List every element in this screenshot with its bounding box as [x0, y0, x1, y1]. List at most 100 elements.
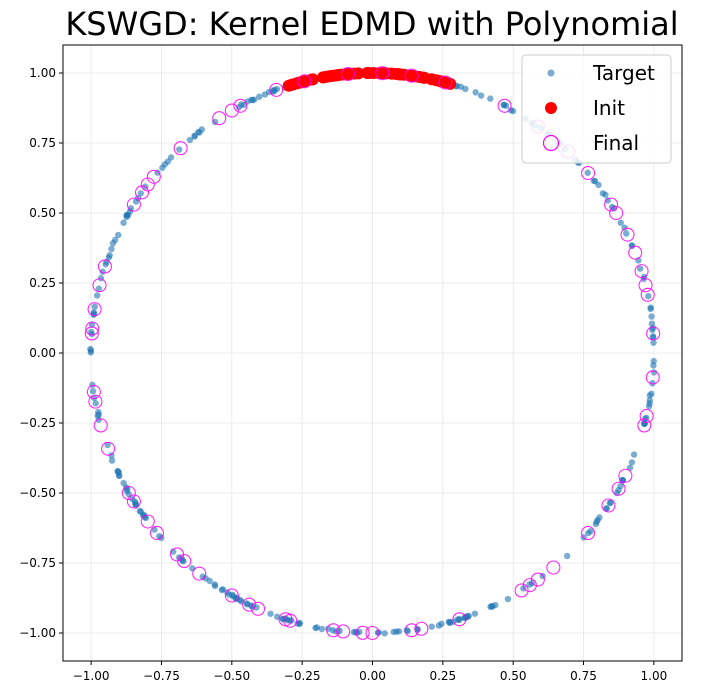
- target-point: [198, 126, 205, 133]
- final-point: [85, 321, 100, 336]
- x-tick-label: 0.75: [570, 669, 597, 683]
- y-tick-label: 0.50: [29, 206, 56, 220]
- target-point: [592, 520, 600, 528]
- y-tick-label: 1.00: [29, 66, 56, 80]
- y-tick-label: 0.00: [29, 346, 56, 360]
- final-point: [634, 264, 649, 279]
- target-point: [504, 595, 512, 603]
- final-point: [497, 98, 512, 113]
- target-point: [206, 577, 213, 585]
- target-point: [159, 164, 166, 171]
- target-point: [606, 499, 613, 507]
- target-point: [477, 92, 485, 99]
- final-point: [355, 625, 370, 640]
- init-point: [306, 73, 319, 86]
- target-point: [649, 333, 657, 340]
- target-point: [650, 339, 657, 346]
- target-point: [646, 400, 653, 407]
- target-point: [428, 623, 435, 630]
- x-tick-label: −0.50: [213, 669, 250, 683]
- x-tick-label: 0.25: [429, 669, 456, 683]
- target-point: [648, 313, 655, 320]
- target-point: [628, 459, 636, 466]
- target-point: [650, 362, 657, 369]
- target-point: [249, 96, 256, 104]
- final-point: [638, 278, 653, 293]
- target-point: [356, 628, 363, 636]
- target-point: [90, 309, 98, 316]
- x-tick-label: −0.75: [143, 669, 180, 683]
- final-point: [646, 326, 661, 341]
- target-point: [95, 285, 103, 292]
- final-point: [604, 197, 619, 212]
- target-point: [381, 630, 388, 637]
- target-point: [253, 604, 260, 611]
- target-point: [617, 219, 624, 226]
- target-point: [120, 219, 127, 226]
- target-point: [318, 625, 326, 633]
- final-point: [140, 177, 155, 192]
- final-point: [92, 278, 107, 293]
- final-point: [212, 111, 227, 126]
- final-point: [601, 498, 616, 513]
- target-point: [487, 95, 494, 102]
- target-point: [112, 236, 119, 244]
- target-point: [191, 133, 198, 140]
- final-point: [297, 74, 312, 89]
- target-point: [603, 505, 610, 512]
- init-point: [433, 75, 446, 88]
- chart-title: KSWGD: Kernel EDMD with Polynomial: [65, 5, 678, 43]
- target-point: [471, 610, 479, 617]
- final-point: [580, 525, 596, 541]
- final-point: [177, 554, 192, 569]
- axes-ticks: −1.00 −0.75 −0.50 −0.25 0.00 0.25 0.50 0.75 1.00…: [19, 66, 667, 683]
- legend-label-final: Final: [593, 131, 639, 155]
- legend-box: [521, 54, 672, 164]
- init-point: [341, 68, 354, 81]
- target-point: [630, 451, 638, 458]
- target-point: [186, 136, 194, 144]
- init-point: [317, 71, 330, 84]
- target-point: [462, 85, 469, 93]
- target-point: [95, 408, 102, 416]
- target-point: [225, 591, 233, 598]
- target-point: [602, 191, 609, 198]
- target-point: [608, 203, 616, 211]
- final-point: [340, 67, 356, 82]
- final-point: [530, 572, 545, 587]
- target-point: [492, 601, 499, 609]
- init-point: [391, 68, 404, 81]
- final-point: [404, 68, 419, 83]
- target-point: [120, 479, 127, 487]
- target-point: [649, 326, 656, 334]
- final-point: [84, 326, 99, 341]
- y-tick-label: −0.50: [19, 486, 56, 500]
- final-point: [326, 623, 341, 638]
- target-point: [374, 629, 382, 636]
- target-point: [256, 93, 263, 100]
- final-point: [618, 468, 633, 483]
- final-point: [140, 514, 155, 529]
- legend-marker-target: [547, 69, 555, 77]
- target-point: [636, 265, 644, 272]
- final-point: [640, 287, 655, 302]
- final-point: [438, 75, 453, 90]
- target-point: [271, 86, 278, 94]
- final-point: [251, 601, 266, 616]
- target-point: [509, 107, 517, 115]
- final-point: [546, 560, 561, 575]
- target-point: [438, 620, 445, 628]
- target-point: [446, 618, 453, 626]
- final-point: [375, 66, 390, 81]
- target-point: [563, 552, 571, 560]
- target-point: [91, 303, 98, 310]
- final-point: [269, 82, 284, 97]
- target-point: [617, 482, 624, 490]
- target-point: [176, 146, 183, 153]
- final-point: [126, 197, 141, 212]
- target-point: [649, 380, 656, 387]
- final-point: [283, 613, 298, 628]
- target-point: [89, 388, 97, 395]
- target-point: [284, 617, 291, 624]
- target-point: [104, 441, 111, 449]
